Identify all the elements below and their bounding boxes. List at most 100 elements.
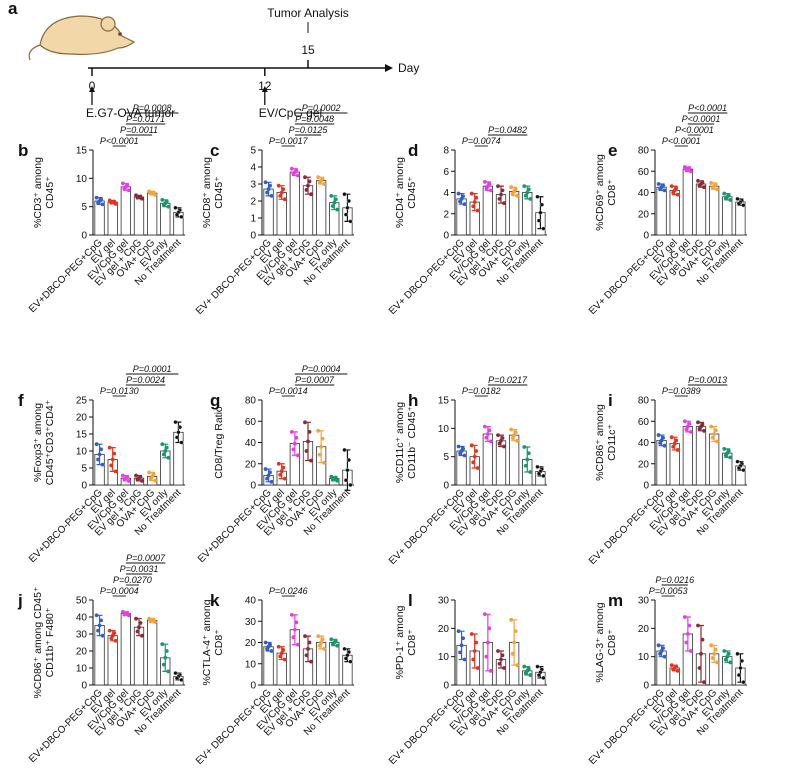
- data-point: [279, 469, 284, 474]
- y-tick-label: 15: [76, 430, 88, 441]
- data-point: [94, 195, 99, 200]
- bar: [722, 196, 733, 236]
- data-point: [475, 466, 480, 470]
- p-value: P=0.0125: [289, 125, 329, 135]
- data-point: [96, 628, 100, 633]
- data-point: [728, 455, 733, 460]
- data-point: [140, 633, 144, 638]
- data-point: [500, 436, 505, 440]
- y-axis-label: CD45⁺: [406, 176, 418, 209]
- p-value: P=0.0001: [133, 364, 172, 374]
- y-tick-label: 0: [643, 681, 649, 692]
- p-value: P=0.0008: [133, 103, 172, 113]
- y-tick-label: 10: [76, 447, 88, 458]
- data-point: [263, 180, 268, 185]
- data-point: [500, 188, 505, 193]
- y-tick-label: 30: [245, 617, 257, 628]
- data-point: [475, 208, 480, 213]
- data-point: [179, 214, 184, 219]
- p-value: P=0.0011: [120, 125, 158, 135]
- y-axis-label: CD8⁺: [606, 179, 618, 206]
- timeline-tick-label: 12: [258, 79, 272, 93]
- bar: [329, 642, 340, 686]
- panel-letter: l: [408, 591, 413, 610]
- timeline-title: Tumor Analysis: [267, 6, 349, 20]
- data-point: [269, 194, 274, 198]
- data-point: [541, 675, 546, 680]
- data-point: [682, 165, 687, 169]
- p-value: P=0.0389: [662, 386, 701, 396]
- y-tick-label: 80: [638, 396, 650, 407]
- data-point: [173, 205, 178, 210]
- data-point: [522, 664, 527, 669]
- data-point: [122, 477, 127, 482]
- data-point: [276, 644, 281, 649]
- data-point: [304, 188, 309, 192]
- data-point: [510, 191, 515, 196]
- y-tick-label: 30: [76, 630, 88, 641]
- data-point: [96, 200, 100, 205]
- data-point: [113, 638, 118, 643]
- data-point: [99, 447, 103, 452]
- y-tick-label: 4: [443, 188, 449, 199]
- data-point: [469, 632, 474, 636]
- y-tick-label: 80: [245, 396, 257, 407]
- data-point: [722, 191, 727, 196]
- y-tick-label: 0: [250, 231, 256, 242]
- data-point: [702, 185, 706, 190]
- data-point: [661, 646, 665, 651]
- data-point: [536, 218, 541, 223]
- data-point: [710, 185, 715, 190]
- mouse-icon: [28, 15, 136, 61]
- y-tick-label: 30: [638, 596, 650, 607]
- data-point: [276, 183, 281, 188]
- data-point: [97, 623, 102, 628]
- data-point: [709, 643, 714, 648]
- data-point: [307, 179, 312, 184]
- p-value: P=0.0216: [655, 575, 694, 585]
- y-tick-label: 40: [245, 596, 257, 607]
- data-point: [462, 453, 467, 458]
- data-point: [289, 166, 294, 171]
- p-value: P=0.0014: [269, 386, 308, 396]
- data-point: [265, 476, 269, 481]
- y-axis-label: %CD69⁺ among: [594, 154, 606, 231]
- data-point: [100, 633, 105, 638]
- panel-letter: d: [408, 141, 418, 160]
- data-point: [741, 680, 746, 685]
- y-tick-label: 10: [638, 652, 650, 663]
- y-axis-label: %PD-1⁺ among: [394, 605, 406, 679]
- data-point: [348, 659, 353, 664]
- data-point: [528, 673, 533, 677]
- panel-letter: f: [18, 391, 24, 410]
- timeline-tick-label: 0: [89, 79, 96, 93]
- y-axis-label: CD11c⁺: [606, 424, 618, 461]
- data-point: [306, 646, 310, 651]
- data-point: [97, 452, 102, 457]
- bar: [482, 185, 493, 236]
- data-point: [307, 640, 312, 645]
- event-arrow-head: [89, 86, 95, 92]
- data-point: [343, 656, 348, 661]
- data-point: [659, 649, 664, 653]
- y-axis-label: CD8⁺: [606, 629, 618, 656]
- panel-letter: i: [608, 391, 613, 410]
- data-point: [265, 646, 269, 651]
- panel-letter: e: [608, 141, 617, 160]
- data-point: [100, 462, 105, 467]
- data-point: [541, 226, 546, 231]
- data-point: [484, 435, 489, 440]
- data-point: [512, 433, 517, 438]
- data-point: [148, 476, 153, 481]
- data-point: [658, 186, 662, 191]
- data-point: [317, 643, 322, 648]
- data-point: [322, 460, 327, 465]
- data-point: [153, 478, 158, 483]
- data-point: [710, 435, 715, 440]
- data-point: [702, 428, 706, 433]
- y-axis-label: CD11b⁺ F480⁺: [44, 607, 56, 677]
- data-point: [335, 643, 340, 648]
- data-point: [335, 478, 340, 483]
- data-point: [295, 453, 300, 458]
